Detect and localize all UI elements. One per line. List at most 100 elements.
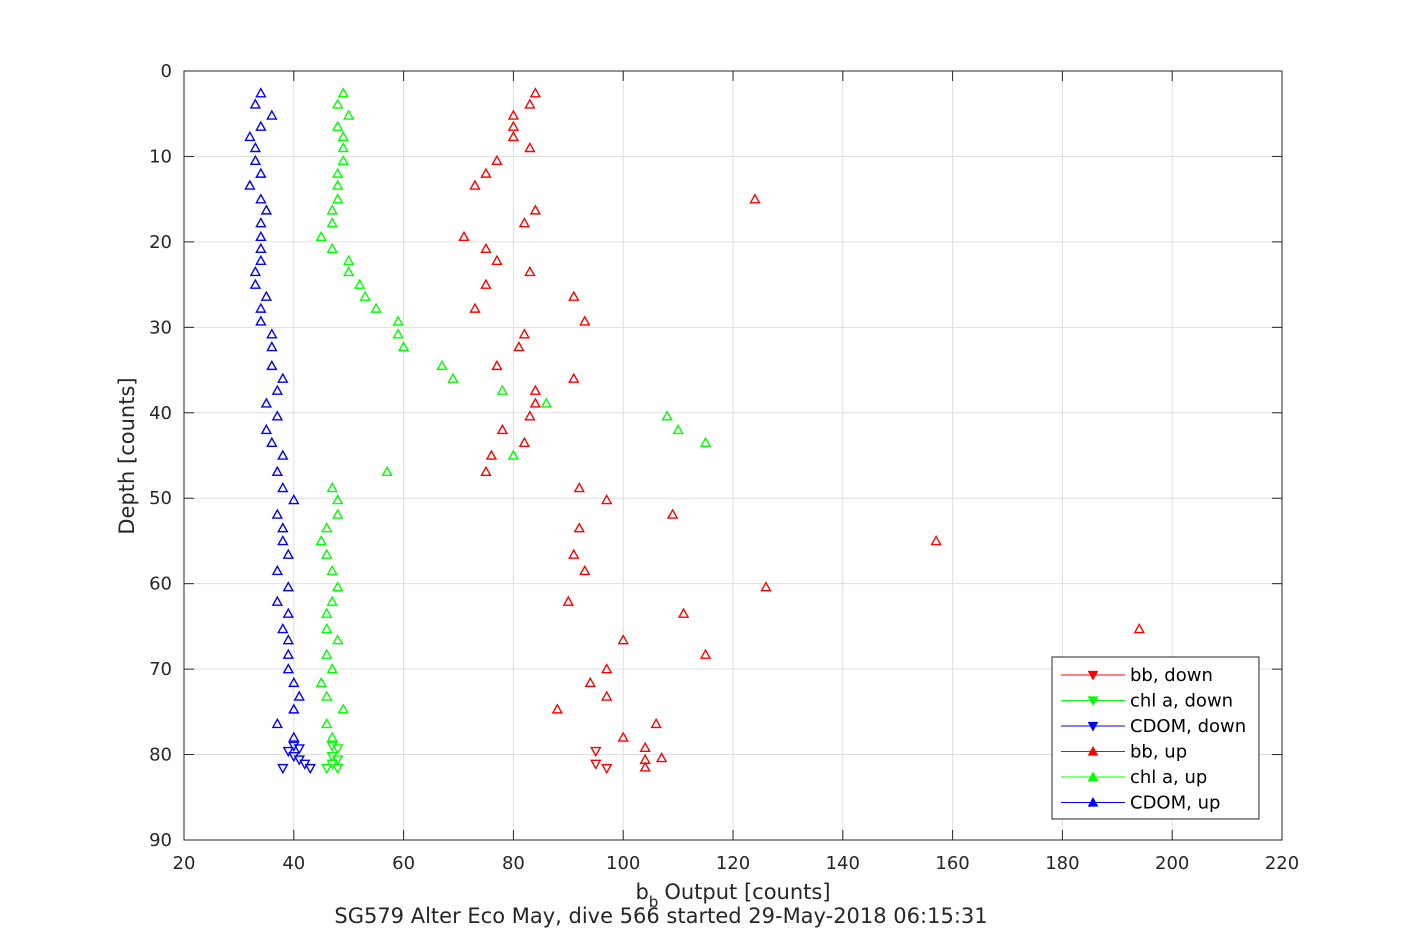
data-point [381, 465, 393, 477]
data-point [282, 663, 294, 674]
data-point [337, 154, 349, 166]
data-point [469, 302, 481, 313]
legend-label: chl a, down [1130, 691, 1233, 712]
series-5 [244, 87, 305, 742]
data-point [699, 648, 712, 659]
data-point [332, 763, 344, 775]
data-point [518, 436, 531, 447]
data-point [579, 315, 591, 326]
data-point [601, 690, 613, 701]
data-point [321, 690, 333, 701]
data-point [332, 120, 344, 131]
data-point [392, 315, 404, 326]
data-point [551, 703, 564, 714]
data-point [326, 242, 338, 254]
data-point [677, 607, 690, 618]
data-point [332, 193, 344, 204]
legend-item: CDOM, up [1061, 793, 1220, 814]
data-point [617, 731, 629, 742]
data-point [568, 548, 580, 559]
data-point [496, 423, 509, 435]
x-tick-label: 200 [1155, 853, 1189, 874]
data-point [271, 384, 284, 395]
x-tick-label: 60 [392, 853, 415, 874]
data-point [277, 623, 289, 634]
data-point [282, 581, 294, 592]
data-point [321, 763, 333, 775]
legend-item: CDOM, down [1061, 716, 1246, 737]
data-point [255, 302, 267, 313]
data-point [321, 648, 333, 659]
data-point [359, 290, 371, 301]
data-point [447, 372, 459, 383]
legend-marker [1087, 721, 1099, 732]
data-point [507, 120, 520, 131]
data-point [277, 449, 289, 460]
data-point [337, 703, 349, 714]
data-point [491, 359, 503, 371]
data-point [282, 548, 294, 559]
x-tick-label: 180 [1045, 853, 1079, 874]
data-point [266, 109, 278, 120]
data-point [930, 535, 942, 546]
data-point [661, 410, 673, 421]
data-point [304, 763, 316, 775]
x-tick-label: 80 [502, 853, 525, 874]
data-point [255, 167, 267, 178]
data-point [343, 254, 355, 265]
data-point [255, 230, 267, 242]
x-axis-label-text: Output [counts] [664, 880, 830, 904]
y-tick-labels: 0 10 20 30 40 50 60 70 80 90 [149, 61, 172, 851]
data-point [650, 717, 662, 729]
data-point [562, 595, 574, 606]
data-point [326, 217, 338, 228]
y-tick-label: 90 [149, 830, 172, 851]
data-point [255, 87, 267, 98]
data-point [266, 359, 278, 371]
data-point [540, 397, 553, 408]
y-tick-label: 60 [149, 574, 172, 595]
data-point [260, 423, 273, 435]
data-point [666, 508, 679, 519]
data-point [326, 595, 338, 606]
x-tick-label: 20 [173, 853, 196, 874]
data-point [480, 278, 492, 289]
data-point [480, 242, 492, 254]
data-point [271, 410, 284, 421]
data-point [343, 109, 355, 120]
data-point [507, 130, 520, 142]
data-point [397, 341, 410, 352]
y-tick-label: 30 [149, 317, 172, 338]
data-point [271, 564, 284, 576]
data-point [249, 98, 262, 109]
data-point [590, 759, 602, 770]
data-markers [244, 87, 1145, 775]
x-tick-label: 100 [606, 853, 640, 874]
data-point [255, 254, 267, 265]
legend-item: bb, up [1061, 742, 1187, 763]
data-point [293, 690, 305, 701]
data-point [321, 522, 333, 533]
legend-item: bb, down [1061, 665, 1213, 686]
x-tick-label: 140 [826, 853, 860, 874]
data-point [458, 230, 470, 242]
data-point [255, 315, 267, 326]
data-point [507, 109, 520, 120]
data-point [601, 763, 613, 775]
data-point [244, 179, 256, 190]
data-point [255, 193, 267, 204]
legend-marker [1087, 745, 1099, 756]
data-point [568, 290, 580, 301]
series-1 [321, 741, 344, 775]
legend-label: chl a, up [1130, 767, 1207, 788]
data-point [617, 634, 629, 645]
data-point [513, 341, 525, 352]
x-tick-label: 220 [1265, 853, 1299, 874]
data-point [343, 265, 355, 277]
data-point [277, 482, 289, 493]
data-point [573, 522, 585, 533]
legend-label: bb, up [1130, 742, 1187, 763]
data-point [639, 741, 651, 753]
legend-marker [1087, 771, 1099, 782]
series-3 [458, 87, 1145, 772]
